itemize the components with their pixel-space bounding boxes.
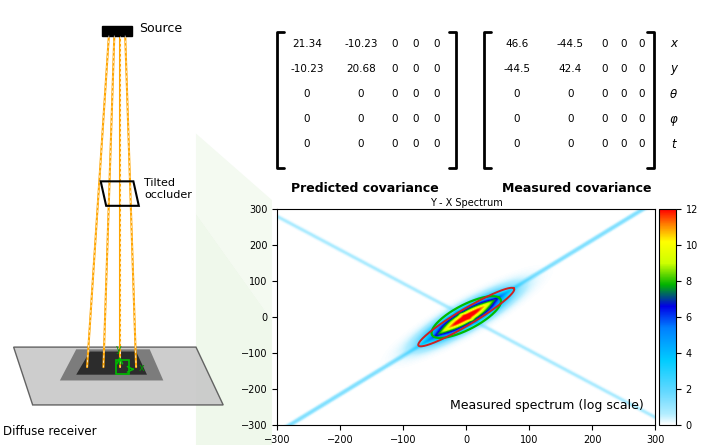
Text: 0: 0 [620,89,627,99]
Text: -10.23: -10.23 [290,64,324,74]
Text: 0: 0 [358,139,364,150]
Text: 0: 0 [602,64,608,74]
Text: 0: 0 [513,114,520,124]
Text: 0: 0 [433,114,439,124]
Text: 0: 0 [412,89,419,99]
Text: 0: 0 [620,64,627,74]
Polygon shape [196,214,272,445]
Text: 0: 0 [513,89,520,99]
Text: -44.5: -44.5 [503,64,530,74]
Text: 0: 0 [391,89,397,99]
Text: 0: 0 [639,89,645,99]
Text: 0: 0 [433,64,439,74]
Text: 0: 0 [412,64,419,74]
Polygon shape [76,352,147,375]
Text: 0: 0 [639,39,645,49]
FancyBboxPatch shape [102,26,132,36]
Polygon shape [60,349,163,380]
Text: 21.34: 21.34 [292,39,322,49]
Text: 0: 0 [391,64,397,74]
Text: 0: 0 [433,39,439,49]
Text: 0: 0 [639,114,645,124]
Text: Measured covariance: Measured covariance [503,182,652,195]
Polygon shape [196,134,272,320]
Text: 20.68: 20.68 [346,64,376,74]
Text: 0: 0 [358,114,364,124]
Text: 0: 0 [433,89,439,99]
Text: 0: 0 [303,89,310,99]
Text: 0: 0 [567,114,573,124]
Text: 0: 0 [567,89,573,99]
Text: θ: θ [670,88,677,101]
Text: 0: 0 [412,114,419,124]
Text: y: y [670,62,677,75]
Text: y: y [116,344,122,353]
Text: 0: 0 [391,139,397,150]
Text: 0: 0 [412,139,419,150]
Text: 0: 0 [602,89,608,99]
Text: Tilted
occluder: Tilted occluder [144,178,192,200]
Text: 46.6: 46.6 [506,39,528,49]
Text: 0: 0 [433,139,439,150]
Text: 0: 0 [303,139,310,150]
Text: 0: 0 [391,39,397,49]
Text: Measured spectrum (log scale): Measured spectrum (log scale) [450,399,644,412]
Text: 0: 0 [412,39,419,49]
Text: Source: Source [139,22,182,36]
Text: t: t [671,138,676,151]
Text: 0: 0 [602,39,608,49]
Text: 0: 0 [358,89,364,99]
Text: 0: 0 [620,114,627,124]
Text: 0: 0 [620,139,627,150]
Text: 0: 0 [639,139,645,150]
Polygon shape [13,347,223,405]
Text: 0: 0 [620,39,627,49]
Title: Y - X Spectrum: Y - X Spectrum [430,198,503,208]
Text: x: x [670,37,677,50]
Text: -10.23: -10.23 [344,39,378,49]
Text: -44.5: -44.5 [556,39,584,49]
Text: x: x [139,363,144,372]
Text: 0: 0 [303,114,310,124]
Text: Predicted covariance: Predicted covariance [291,182,439,195]
Text: 0: 0 [567,139,573,150]
Text: Diffuse receiver: Diffuse receiver [3,425,96,438]
Text: 0: 0 [513,139,520,150]
Text: 0: 0 [602,139,608,150]
Text: 0: 0 [639,64,645,74]
Text: 0: 0 [391,114,397,124]
Text: 0: 0 [602,114,608,124]
Text: 42.4: 42.4 [559,64,582,74]
Text: φ: φ [670,113,677,126]
